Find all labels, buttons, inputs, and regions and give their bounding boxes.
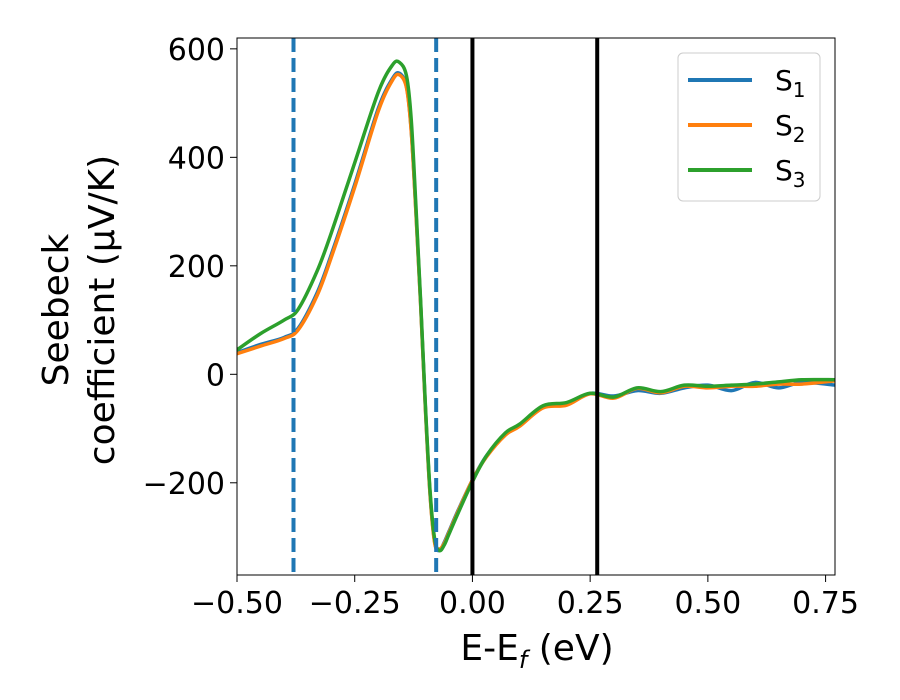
x-tick-label: 0.50 [674, 586, 741, 621]
y-tick-label: −200 [143, 467, 225, 502]
y-axis-label-line2: coefficient (μV/K) [82, 155, 123, 465]
x-axis-label-base: E-E [460, 628, 518, 669]
vertical-lines [291, 38, 600, 575]
x-tick-label: 0.00 [439, 586, 506, 621]
x-axis-label-unit: (eV) [527, 628, 613, 669]
legend-label: S1 [775, 64, 806, 102]
y-tick-label: 200 [168, 250, 225, 285]
plot-frame [236, 37, 836, 576]
y-tick-label: 400 [168, 141, 225, 176]
y-ticks: −200 0 200 400 600 [143, 33, 237, 502]
legend-entry-s3: S3 [688, 154, 806, 192]
y-axis-label-line1: Seebeck [36, 233, 77, 386]
series-layer [237, 59, 835, 553]
y-tick-label: 0 [206, 358, 225, 393]
legend-label: S2 [775, 109, 806, 147]
x-tick-label: −0.25 [309, 586, 401, 621]
y-tick-label: 600 [168, 33, 225, 68]
legend-entry-s1: S1 [688, 64, 806, 102]
x-tick-label: 0.25 [557, 586, 624, 621]
y-axis-label: Seebeck coefficient (μV/K) [36, 155, 123, 465]
x-ticks: −0.50 −0.25 0.00 0.25 0.50 0.75 [191, 575, 859, 621]
legend-label: S3 [775, 154, 806, 192]
series-line-s3 [237, 59, 835, 553]
legend: S1 S2 S3 [677, 52, 821, 202]
x-tick-label: −0.50 [191, 586, 283, 621]
legend-items: S1 S2 S3 [688, 64, 806, 192]
x-axis-label: E-Ef (eV) [460, 628, 613, 674]
legend-entry-s2: S2 [688, 109, 806, 147]
x-tick-label: 0.75 [792, 586, 859, 621]
